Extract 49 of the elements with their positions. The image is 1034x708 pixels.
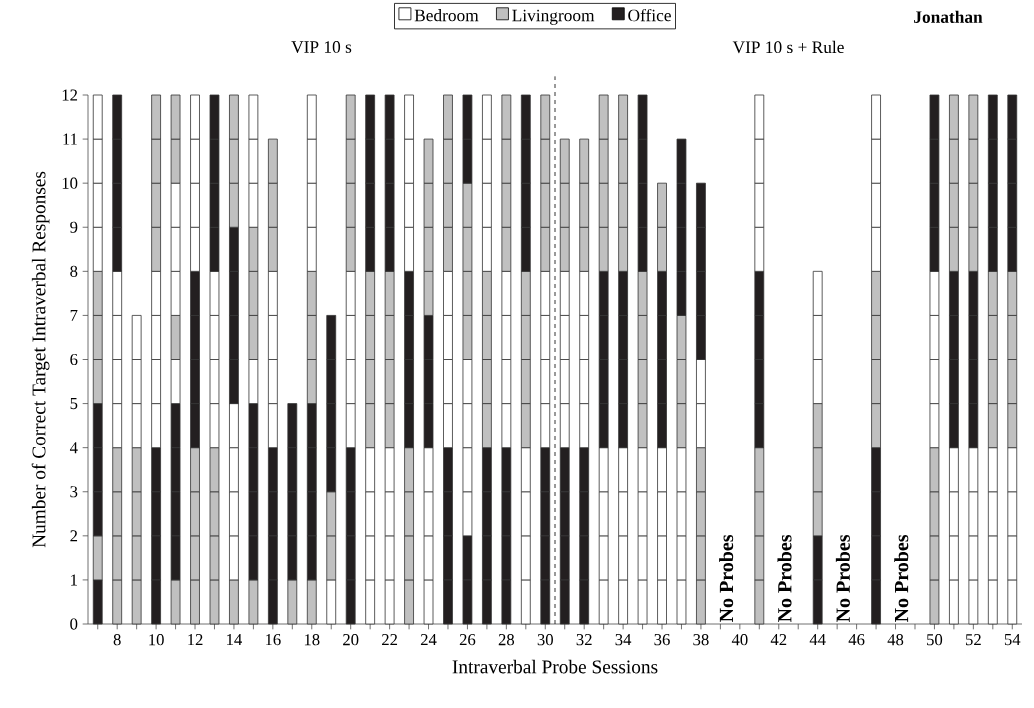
y-tick-label: 0 (70, 618, 78, 630)
x-tick-label: 28 (498, 634, 515, 646)
x-tick-label: 10 (149, 634, 164, 646)
y-tick-label: 6 (70, 353, 78, 366)
x-tick-label: 36 (654, 634, 670, 646)
x-tick-label: 50 (927, 634, 943, 646)
x-tick-label: 16 (265, 634, 281, 646)
x-tick-label: 46 (848, 634, 865, 646)
annotation: No Probes (777, 534, 792, 623)
x-tick-label: 42 (770, 634, 787, 646)
x-tick-label: 52 (965, 634, 981, 646)
legend-label: Office (628, 8, 671, 22)
x-tick-label: 12 (188, 634, 203, 646)
x-tick-label: 40 (731, 634, 748, 646)
y-axis-title: Number of Correct Target Intraverbal Responses (31, 171, 50, 548)
x-tick-label: 34 (615, 634, 632, 646)
x-tick-label: 32 (576, 634, 592, 646)
text: VIP 10 s (291, 41, 352, 53)
x-tick-label: 24 (420, 634, 437, 646)
y-tick-label: 5 (70, 398, 78, 410)
x-tick-label: 54 (1004, 634, 1021, 646)
y-tick-label: 1 (71, 574, 77, 586)
x-tick-label: 20 (343, 634, 359, 646)
x-tick-label: 14 (227, 634, 243, 646)
y-tick-label: 12 (62, 89, 78, 101)
y-tick-label: 7 (70, 309, 78, 321)
annotation: No Probes (719, 534, 734, 623)
y-tick-label: 3 (70, 486, 78, 498)
y-tick-label: 8 (70, 265, 78, 277)
x-tick-label: 22 (382, 634, 398, 646)
text: VIP 10 s + Rule (732, 40, 844, 54)
y-tick-label: 11 (63, 133, 77, 145)
annotation: No Probes (894, 534, 909, 623)
x-tick-label: 48 (887, 634, 904, 646)
legend-label: Bedroom (414, 9, 479, 22)
x-tick-label: 44 (809, 634, 826, 646)
annotation: No Probes (835, 534, 850, 623)
x-tick-label: 18 (304, 634, 320, 646)
y-tick-label: 10 (62, 177, 78, 189)
x-axis-title: Intraverbal Probe Sessions (452, 659, 658, 674)
legend-label: Livingroom (512, 9, 595, 25)
y-tick-label: 2 (70, 530, 78, 542)
x-tick-label: 38 (693, 634, 709, 646)
y-tick-label: 9 (70, 221, 78, 233)
x-tick-label: 8 (113, 634, 121, 646)
x-tick-label: 26 (459, 634, 476, 646)
chart-title: Jonathan (914, 10, 983, 23)
x-tick-label: 30 (537, 634, 553, 646)
y-tick-label: 4 (69, 442, 78, 454)
